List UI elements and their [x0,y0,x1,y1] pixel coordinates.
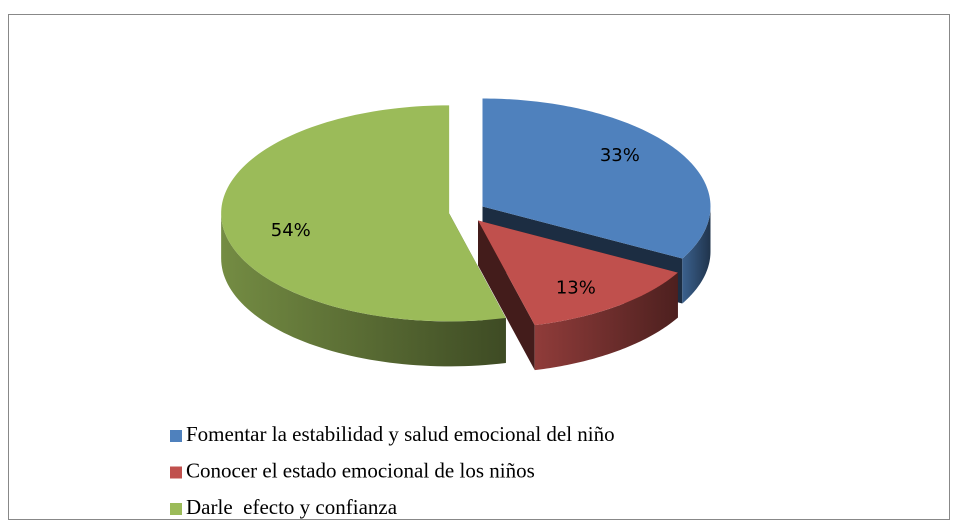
slice [221,105,506,322]
slice [478,220,678,326]
data-label: 13% [556,277,596,298]
legend-label: Fomentar la estabilidad y salud emociona… [186,422,615,446]
data-label: 54% [271,220,311,241]
legend-label: Darle efecto y confianza [186,495,398,519]
legend-swatch [170,466,182,479]
data-label: 33% [600,145,640,166]
legend-label: Conocer el estado emocional de los niños [186,458,535,482]
slice-radial-side [478,220,535,371]
slice-outer-side [534,272,678,371]
slice [482,98,711,259]
legend-swatch [170,503,182,515]
slice-outer-side [221,213,506,367]
slice-outer-side [682,206,711,304]
legend-swatch [170,430,182,442]
